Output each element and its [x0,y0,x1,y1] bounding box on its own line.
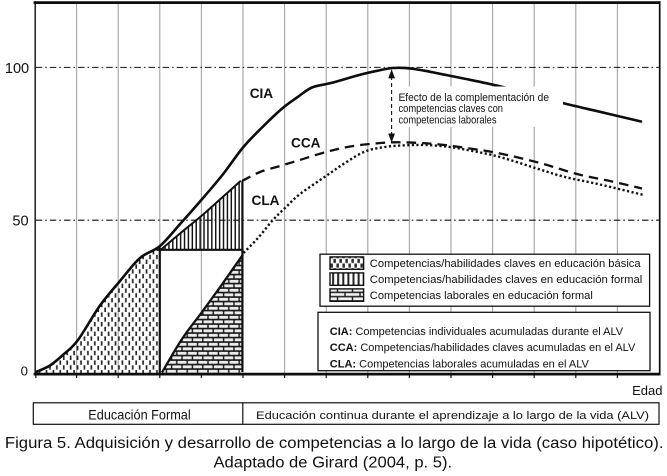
svg-text:Adaptado de Girard (2004, p. 5: Adaptado de Girard (2004, p. 5). [214,455,453,472]
svg-text:Educación continua durante el: Educación continua durante el aprendizaj… [256,410,649,422]
svg-text:CLA: CLA [252,193,280,208]
svg-text:Competencias/habilidades clave: Competencias/habilidades claves en educa… [370,258,641,270]
svg-text:Competencias/habilidades clave: Competencias/habilidades claves en educa… [370,274,643,286]
svg-text:Educación Formal: Educación Formal [88,408,190,423]
svg-text:CCA: Competencias/habilidades: CCA: Competencias/habilidades claves acu… [330,342,636,354]
svg-text:100: 100 [5,61,29,77]
svg-text:CCA: CCA [291,135,321,150]
svg-text:CIA: CIA [250,86,274,101]
svg-text:competencias laborales: competencias laborales [399,115,497,127]
svg-text:Figura 5. Adquisición y desarr: Figura 5. Adquisición y desarrollo de co… [5,435,664,452]
svg-text:competencias claves con: competencias claves con [399,103,504,115]
svg-text:CIA: Competencias individuales: CIA: Competencias individuales acumulada… [330,326,624,338]
svg-text:Competencias laborales en educ: Competencias laborales en educación form… [370,290,593,302]
svg-text:CLA: Competencias laborales ac: CLA: Competencias laborales acumuladas e… [330,358,590,370]
svg-text:Edad: Edad [632,383,662,398]
svg-text:50: 50 [12,213,28,229]
svg-text:0: 0 [21,364,28,379]
svg-text:Efecto de la complementación d: Efecto de la complementación de [399,92,550,104]
